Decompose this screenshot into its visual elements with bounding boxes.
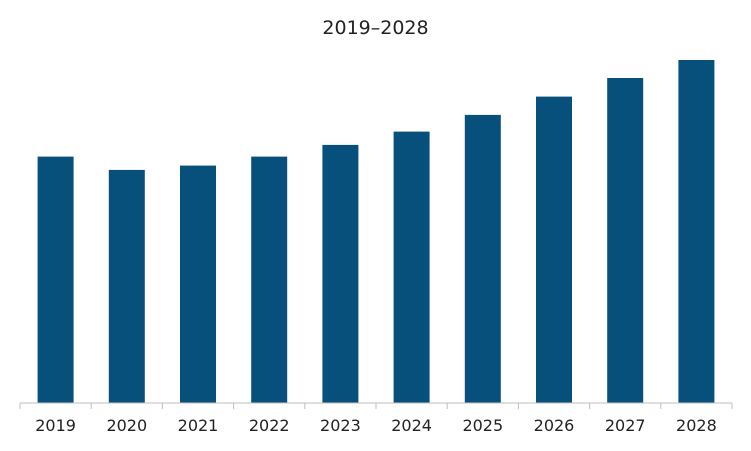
labels-layer: 2019 2020 2021 2022 2023 2024 2025 2026 2027 2028… (35, 180, 735, 435)
bar-2025 (464, 114, 501, 404)
x-tick-label-2027: 2027 (605, 416, 646, 435)
x-tick-label-2024: 2024 (391, 416, 432, 435)
bar-2024 (393, 131, 430, 403)
x-tick-label-2025: 2025 (462, 416, 503, 435)
chart-title: 2019–2028 (322, 17, 429, 39)
bar-2019 (37, 156, 74, 403)
bar-2021 (180, 165, 216, 403)
x-tick-label-2021: 2021 (178, 416, 219, 435)
x-axis (19, 402, 733, 409)
x-tick-label-2019: 2019 (35, 416, 76, 435)
bar-2020 (108, 169, 145, 403)
x-tick-label-2023: 2023 (320, 416, 361, 435)
bar-2022 (251, 156, 288, 403)
x-tick-label-2026: 2026 (534, 416, 575, 435)
data-label-2028: 12.06 (717, 180, 735, 223)
bars-layer (37, 60, 715, 404)
x-tick-label-2022: 2022 (249, 416, 290, 435)
bar-2026 (536, 96, 572, 403)
x-tick-label-2020: 2020 (106, 416, 147, 435)
bar-2027 (607, 78, 644, 403)
bar-2028 (678, 60, 715, 403)
x-tick-label-2028: 2028 (676, 416, 717, 435)
bar-2023 (322, 144, 359, 403)
